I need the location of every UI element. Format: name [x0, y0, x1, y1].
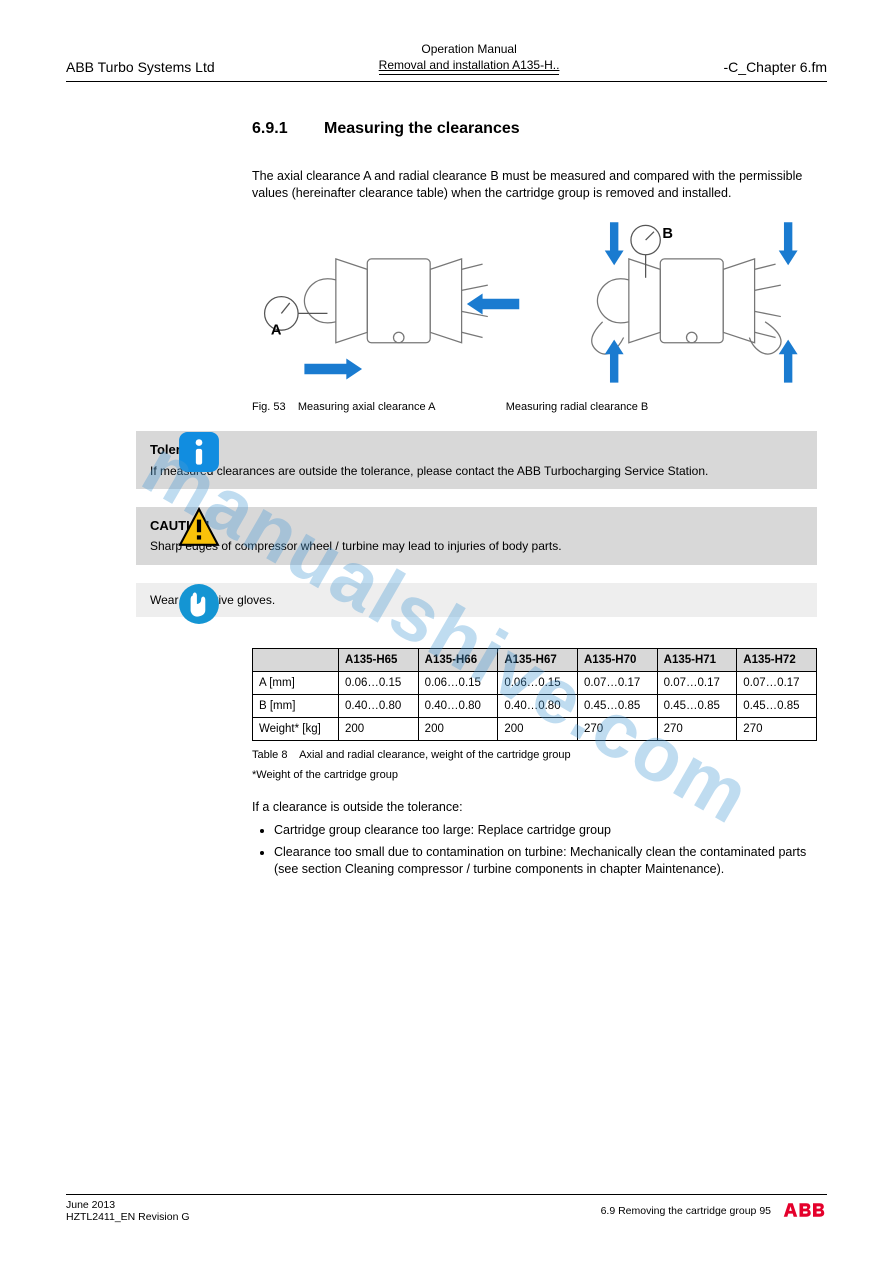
header-center-top: Operation Manual	[215, 42, 724, 56]
note-title: Tolerance	[150, 441, 803, 459]
gloves-icon	[178, 583, 230, 630]
figure-number: Fig. 53	[252, 401, 286, 413]
figure-axial: A	[252, 217, 525, 390]
row-label: A [mm]	[253, 671, 339, 694]
header-center: Operation Manual Removal and installatio…	[215, 42, 724, 75]
section-title: Measuring the clearances	[324, 120, 520, 138]
table-row: A [mm] 0.06…0.15 0.06…0.15 0.06…0.15 0.0…	[253, 671, 817, 694]
clearance-table: A135-H65 A135-H66 A135-H67 A135-H70 A135…	[252, 648, 817, 741]
header-rule	[66, 81, 827, 82]
th-1: A135-H66	[418, 648, 498, 671]
list-item: Cartridge group clearance too large: Rep…	[274, 822, 817, 840]
ppe-box: Wear protective gloves.	[136, 583, 817, 617]
row-label: B [mm]	[253, 694, 339, 717]
note-box: Tolerance If measured clearances are out…	[136, 431, 817, 489]
th-blank	[253, 648, 339, 671]
th-4: A135-H71	[657, 648, 737, 671]
caution-title: CAUTION	[150, 517, 803, 535]
table-caption: Table 8 Axial and radial clearance, weig…	[252, 749, 817, 761]
th-2: A135-H67	[498, 648, 578, 671]
followup-intro: If a clearance is outside the tolerance:	[252, 799, 817, 817]
footer-left-bottom: HZTL2411_EN Revision G	[66, 1211, 190, 1223]
figure-caption: Fig. 53 Measuring axial clearance A Meas…	[252, 401, 817, 413]
th-0: A135-H65	[339, 648, 419, 671]
list-item: Clearance too small due to contamination…	[274, 844, 817, 879]
abb-logo	[781, 1201, 827, 1222]
figure-caption-a: Measuring axial clearance A	[298, 401, 436, 413]
table-caption-text: Axial and radial clearance, weight of th…	[299, 749, 571, 761]
note-body-text: If measured clearances are outside the t…	[150, 463, 803, 479]
footer-right-text: 6.9 Removing the cartridge group 95	[601, 1205, 771, 1217]
caution-icon	[178, 507, 230, 554]
table-footnote: *Weight of the cartridge group	[252, 769, 817, 781]
svg-text:B: B	[662, 225, 673, 241]
th-5: A135-H72	[737, 648, 817, 671]
th-3: A135-H70	[577, 648, 657, 671]
header-center-bottom: Removal and installation A135-H..	[379, 58, 560, 75]
figure-radial: B	[545, 217, 818, 390]
intro-paragraph: The axial clearance A and radial clearan…	[252, 168, 817, 203]
row-label: Weight* [kg]	[253, 717, 339, 740]
table-caption-num: Table 8	[252, 749, 287, 761]
caution-body-text: Sharp edges of compressor wheel / turbin…	[150, 538, 803, 554]
footer-left-top: June 2013	[66, 1199, 190, 1211]
svg-text:A: A	[271, 322, 282, 338]
info-icon	[178, 431, 230, 478]
header-left: ABB Turbo Systems Ltd	[66, 59, 215, 75]
caution-box: CAUTION Sharp edges of compressor wheel …	[136, 507, 817, 565]
table-row: Weight* [kg] 200 200 200 270 270 270	[253, 717, 817, 740]
followup-block: If a clearance is outside the tolerance:…	[252, 799, 817, 879]
footer-left: June 2013 HZTL2411_EN Revision G	[66, 1199, 190, 1223]
footer-rule	[66, 1194, 827, 1195]
figure-caption-b: Measuring radial clearance B	[506, 401, 648, 413]
table-row: B [mm] 0.40…0.80 0.40…0.80 0.40…0.80 0.4…	[253, 694, 817, 717]
section-number: 6.9.1	[252, 120, 304, 138]
header-right: -C_Chapter 6.fm	[724, 59, 827, 75]
